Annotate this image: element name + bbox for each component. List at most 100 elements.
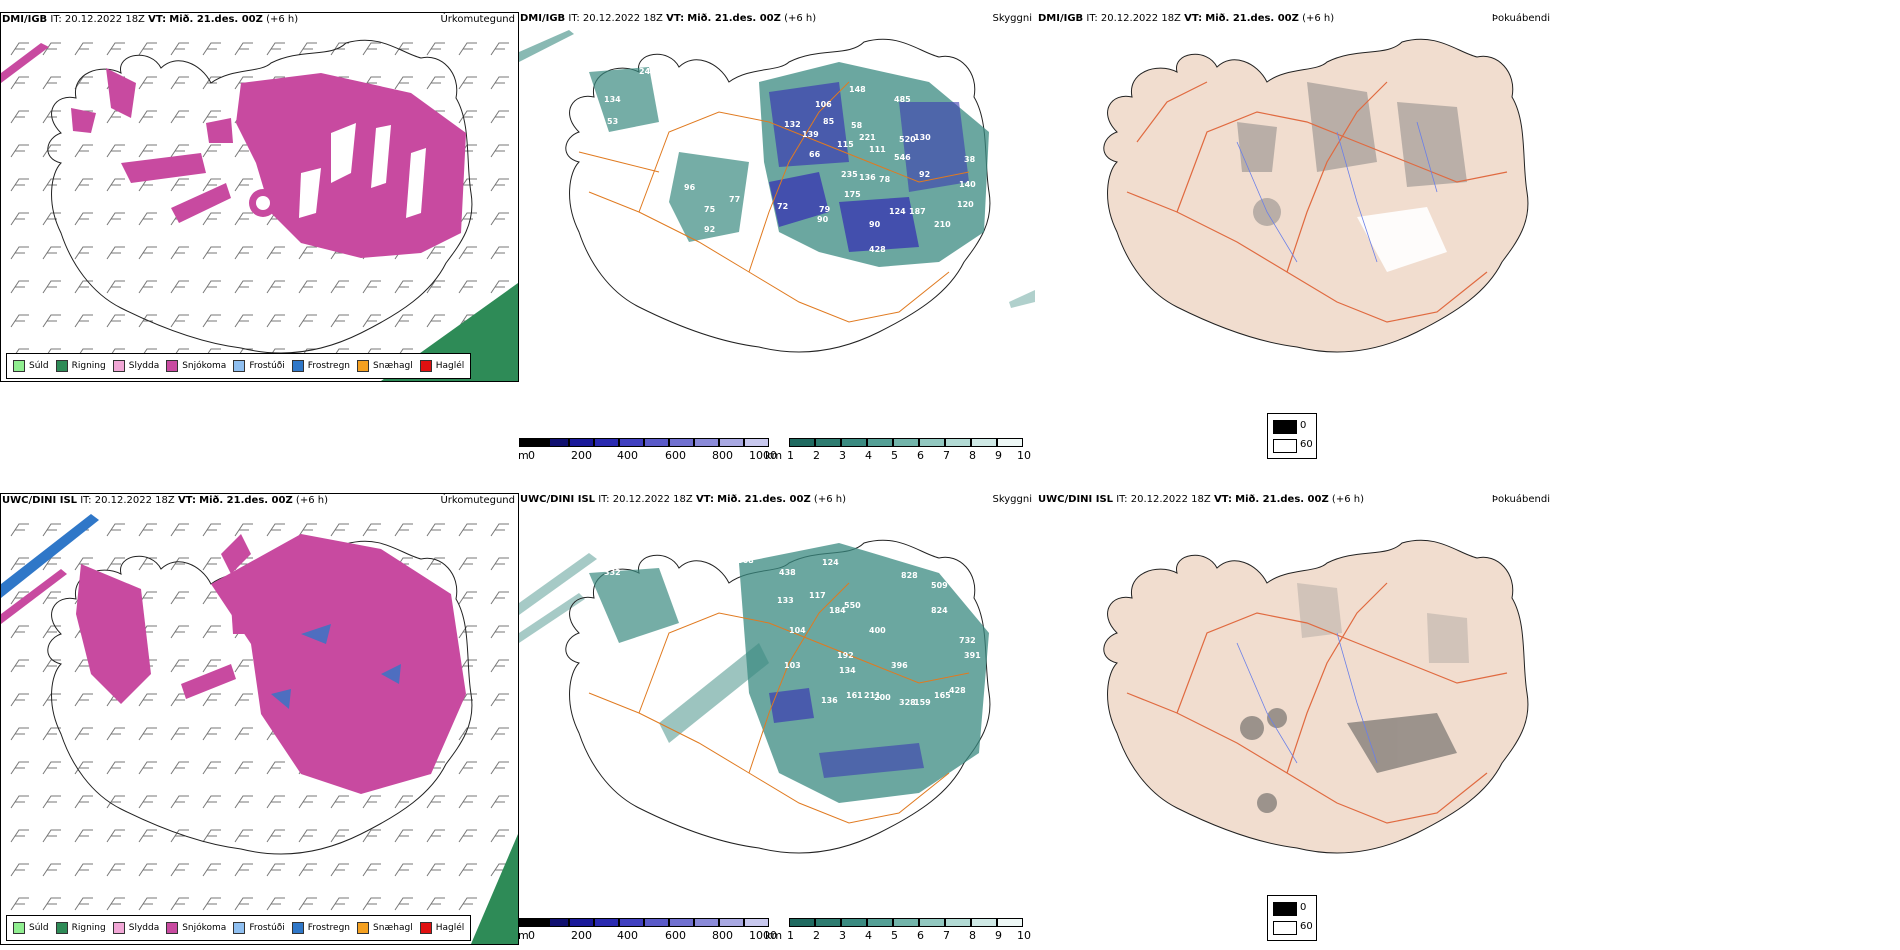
wind-barb — [234, 523, 253, 537]
low-cloud-areas — [589, 543, 989, 803]
wind-barb — [490, 693, 509, 707]
iceland-outline — [47, 39, 473, 354]
wind-barb — [170, 591, 189, 605]
wind-barb — [106, 314, 125, 328]
ceiling-label: 38 — [964, 155, 976, 164]
wind-barb — [266, 280, 285, 294]
panel-title: DMI/IGB IT: 20.12.2022 18Z VT: Mið. 21.d… — [520, 13, 817, 24]
ceiling-label: 438 — [779, 568, 796, 577]
wind-barb — [10, 727, 29, 741]
wind-barb — [426, 76, 445, 90]
wind-barb — [202, 693, 221, 707]
legend-swatch — [357, 922, 370, 934]
ceiling-label: 211 — [864, 691, 881, 700]
wind-barb — [42, 727, 61, 741]
ceiling-label: 85 — [823, 117, 835, 126]
fog-panel-uwc: UWC/DINI ISL IT: 20.12.2022 18Z VT: Mið.… — [1037, 493, 1553, 923]
wind-barb — [170, 863, 189, 877]
wind-barb — [170, 761, 189, 775]
wind-barb — [202, 314, 221, 328]
wind-barb — [202, 246, 221, 260]
ceiling-label: 187 — [909, 207, 926, 216]
wind-barb — [394, 42, 413, 56]
wind-barb — [170, 42, 189, 56]
ceiling-label: 139 — [802, 130, 819, 139]
legend-swatch — [419, 360, 432, 372]
wind-barb — [10, 42, 29, 56]
wind-barb — [458, 557, 477, 571]
wind-barb — [42, 829, 61, 843]
iceland-land — [1103, 539, 1529, 854]
wind-barb — [266, 42, 285, 56]
legend-swatch — [112, 922, 125, 934]
ceiling-label: 235 — [841, 170, 858, 179]
ceiling-label: 136 — [859, 173, 876, 182]
sleet-strip — [1, 43, 49, 83]
wind-barb — [234, 897, 253, 911]
ceiling-label: 210 — [934, 220, 951, 229]
legend-item: Slydda — [112, 922, 159, 934]
wind-barb — [170, 314, 189, 328]
ceiling-label: 328 — [899, 698, 916, 707]
wind-barb — [10, 246, 29, 260]
wind-barb — [426, 246, 445, 260]
precip-type-panel-uwc: UWC/DINI ISL IT: 20.12.2022 18Z VT: Mið.… — [0, 493, 519, 945]
wind-barb — [202, 659, 221, 673]
wind-barb — [74, 42, 93, 56]
precip-type-legend: Súld Rigning Slydda Snjókoma Frostúði Fr… — [6, 353, 472, 379]
ceiling-label: 96 — [684, 183, 696, 192]
wind-barb — [106, 727, 125, 741]
wind-barb — [458, 280, 477, 294]
wind-barb — [10, 659, 29, 673]
wind-barb — [266, 761, 285, 775]
legend-item: Snjókoma — [166, 360, 226, 372]
ceiling-label: 132 — [784, 120, 801, 129]
wind-barb — [298, 246, 317, 260]
wind-barb — [458, 212, 477, 226]
legend-swatch — [55, 360, 68, 372]
wind-barb — [266, 314, 285, 328]
wind-barb — [138, 246, 157, 260]
wind-barb — [138, 144, 157, 158]
ceiling-label: 175 — [844, 190, 861, 199]
legend-swatch — [166, 360, 179, 372]
panel-title: DMI/IGB IT: 20.12.2022 18Z VT: Mið. 21.d… — [2, 14, 299, 25]
ceiling-label: 159 — [914, 698, 931, 707]
wind-barb — [426, 523, 445, 537]
wind-barb — [74, 314, 93, 328]
wind-barb — [10, 557, 29, 571]
wind-barb — [202, 42, 221, 56]
wind-barb — [458, 829, 477, 843]
ceiling-label: 90 — [817, 215, 829, 224]
wind-barb — [426, 863, 445, 877]
wind-barb — [458, 246, 477, 260]
wind-barb — [170, 795, 189, 809]
legend-item: Haglél — [419, 922, 464, 934]
ceiling-label: 485 — [894, 95, 911, 104]
ceiling-label: 24 — [639, 67, 651, 76]
wind-barb — [74, 829, 93, 843]
sea-rain-area — [471, 834, 518, 944]
ceiling-label: 74 — [624, 135, 636, 144]
fog-scale: 0 60 — [1267, 895, 1317, 941]
wind-barb — [298, 42, 317, 56]
ceiling-label: 77 — [729, 195, 740, 204]
wind-barb — [266, 246, 285, 260]
panel-parameter: Skyggni — [992, 13, 1032, 24]
wind-barb — [298, 863, 317, 877]
wind-barb — [490, 76, 509, 90]
ceiling-label: 136 — [821, 696, 838, 705]
wind-barb — [234, 246, 253, 260]
wind-barb — [106, 144, 125, 158]
wind-barb — [138, 829, 157, 843]
wind-barb — [298, 829, 317, 843]
ceiling-label: 332 — [604, 568, 621, 577]
wind-barb — [234, 212, 253, 226]
wind-barb — [202, 829, 221, 843]
ceiling-label: 400 — [869, 626, 886, 635]
ceiling-label: 66 — [809, 150, 821, 159]
ceiling-label: 124 — [889, 207, 906, 216]
wind-barb — [234, 727, 253, 741]
wind-barb — [42, 761, 61, 775]
wind-barb — [170, 727, 189, 741]
